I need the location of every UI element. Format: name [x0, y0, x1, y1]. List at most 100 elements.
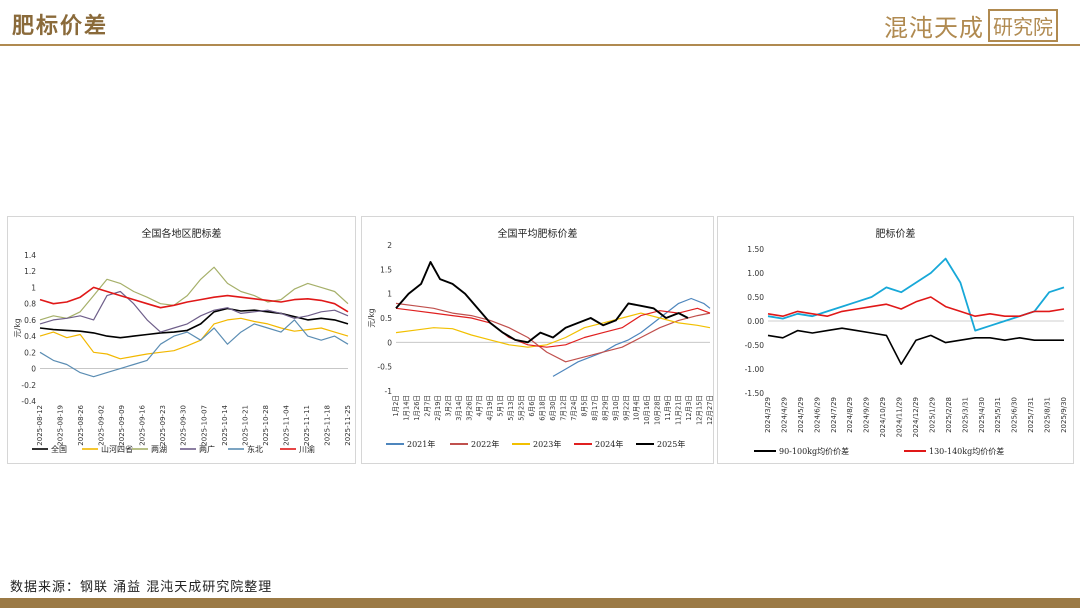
series-line	[39, 307, 349, 339]
legend-label: 山河四省	[101, 444, 133, 454]
series-line	[767, 327, 1064, 365]
x-tick-label: 2024/9/29	[863, 397, 871, 433]
chart-regional-spread: 全国各地区肥标差 1.4 1.2 1 0.8 0.6 0.4 0.2 0 -0.2 -0.4 元/kg…	[13, 227, 352, 454]
legend-label: 130-140kg均价价差	[929, 446, 1004, 456]
x-tick-label: 2025-09-02	[98, 405, 106, 446]
chart-panel-national-average: 全国平均肥标价差 2 1.5 1 0.5 0 -0.5 -1 元/kg 1月2日 1月14日 1月26…	[361, 216, 714, 464]
x-tick-label: 2025/5/31	[994, 397, 1002, 433]
x-tick-label: 2025-11-25	[344, 405, 352, 446]
x-tick-label: 5月13日	[507, 395, 515, 421]
y-tick-label: 0.2	[24, 348, 36, 357]
x-tick-label: 2025-10-21	[241, 405, 249, 446]
legend-label: 2024年	[595, 439, 623, 449]
series-line	[767, 296, 1065, 317]
data-source-note: 数据来源：钢联 涌益 混沌天成研究院整理	[10, 580, 273, 595]
x-tick-label: 5月25日	[518, 395, 526, 421]
header-divider	[0, 44, 1080, 46]
chart-national-average: 全国平均肥标价差 2 1.5 1 0.5 0 -0.5 -1 元/kg 1月2日 1月14日 1月26…	[367, 227, 713, 449]
series-line	[39, 266, 349, 321]
series-line	[39, 319, 349, 378]
chart-title: 全国各地区肥标差	[142, 227, 222, 240]
x-tick-label: 2025-08-19	[57, 405, 65, 446]
x-tick-label: 2025-09-16	[139, 404, 147, 445]
y-tick-label: 1.2	[24, 267, 36, 276]
x-tick-label: 7月24日	[570, 395, 578, 421]
x-tick-label: 2025/4/30	[978, 397, 986, 433]
x-tick-label: 3月26日	[465, 395, 473, 421]
series-line	[552, 297, 711, 377]
legend-label: 90-100kg均价价差	[779, 446, 849, 456]
x-tick-label: 2024/6/29	[813, 397, 821, 433]
x-tick-label: 2025-08-12	[36, 405, 44, 446]
y-tick-label: 1.00	[747, 269, 764, 278]
x-tick-label: 2025-10-14	[221, 404, 229, 445]
x-tick-label: 2024/5/29	[797, 397, 805, 433]
chart-title: 肥标价差	[876, 227, 916, 240]
x-tick-label: 1月26日	[413, 395, 421, 421]
y-axis-label: 元/kg	[367, 308, 376, 327]
y-tick-label: 2	[387, 241, 392, 250]
x-tick-label: 6月30日	[549, 395, 557, 421]
series-line	[395, 261, 689, 344]
x-tick-label: 2025-11-04	[282, 404, 290, 445]
y-tick-label: 1	[387, 290, 392, 299]
x-tick-label: 11月9日	[664, 395, 672, 421]
y-axis-label: 元/kg	[13, 318, 22, 337]
x-tick-label: 2025/8/31	[1044, 397, 1052, 433]
y-tick-label: -0.4	[21, 397, 36, 406]
x-tick-label: 12月3日	[685, 395, 693, 421]
series-line	[767, 257, 1065, 332]
y-tick-label: 0.8	[24, 300, 36, 309]
logo-seal: 研究院	[988, 9, 1058, 42]
legend-label: 全国	[51, 444, 67, 454]
x-tick-label: 2025-11-11	[303, 405, 311, 446]
legend-label: 东北	[247, 444, 263, 454]
x-tick-label: 9月22日	[622, 395, 630, 421]
x-tick-label: 1月2日	[392, 395, 400, 417]
x-tick-label: 2024/10/29	[879, 397, 887, 437]
x-tick-label: 2月7日	[423, 395, 431, 417]
y-tick-label: -0.50	[745, 341, 765, 350]
series-line	[395, 312, 711, 348]
series-line	[395, 302, 711, 363]
x-tick-label: 12月27日	[706, 395, 713, 425]
y-tick-label: 0.6	[24, 316, 36, 325]
x-tick-label: 4月19日	[486, 395, 494, 421]
x-tick-label: 2025/2/28	[945, 397, 953, 433]
x-tick-label: 3月2日	[444, 395, 452, 417]
chart-panel-weight-spread: 肥标价差 1.50 1.00 0.50 0.00 -0.50 -1.00 -1.50 2024/…	[717, 216, 1074, 464]
y-tick-label: 0.4	[24, 332, 36, 341]
legend-label: 2023年	[533, 439, 561, 449]
x-tick-label: 2024/3/29	[764, 397, 772, 433]
x-tick-label: 10月28日	[654, 395, 662, 425]
y-tick-label: 0.50	[747, 293, 764, 302]
x-tick-label: 3月14日	[455, 395, 463, 421]
legend-label: 2021年	[407, 439, 435, 449]
x-tick-label: 2025-08-26	[77, 404, 85, 445]
footer-bar	[0, 598, 1080, 608]
x-tick-label: 7月12日	[559, 395, 567, 421]
x-tick-label: 12月15日	[696, 395, 704, 425]
x-tick-label: 2025/7/31	[1027, 397, 1035, 433]
x-tick-label: 2025/3/31	[961, 397, 969, 433]
legend-label: 两广	[199, 444, 215, 454]
y-tick-label: 1.4	[24, 251, 36, 260]
x-tick-label: 2024/4/29	[780, 397, 788, 433]
x-tick-label: 8月17日	[591, 395, 599, 421]
x-tick-label: 2025/9/30	[1060, 397, 1068, 433]
y-tick-label: -1	[385, 387, 393, 396]
x-tick-label: 1月14日	[402, 395, 410, 421]
page-title: 肥标价差	[12, 13, 109, 39]
y-tick-label: 1.5	[380, 265, 392, 274]
x-tick-label: 2025/6/30	[1011, 397, 1019, 433]
x-tick-label: 2025-10-07	[200, 405, 208, 446]
x-tick-label: 2月19日	[434, 395, 442, 421]
series-line	[395, 307, 711, 348]
x-tick-label: 9月10日	[612, 395, 620, 421]
chart-panel-regional-spread: 全国各地区肥标差 1.4 1.2 1 0.8 0.6 0.4 0.2 0 -0.2 -0.4 元/kg…	[7, 216, 356, 464]
series-line	[39, 286, 349, 313]
x-tick-label: 8月5日	[580, 395, 588, 417]
logo-text: 混沌天成	[884, 14, 984, 42]
x-tick-label: 2025/1/29	[928, 397, 936, 433]
legend-label: 2022年	[471, 439, 499, 449]
